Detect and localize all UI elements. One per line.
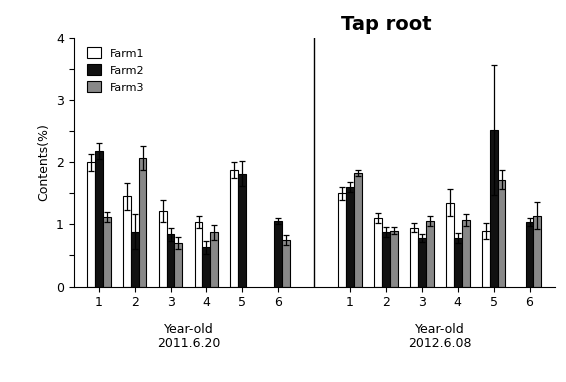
Bar <box>338 193 346 286</box>
Bar <box>418 238 426 286</box>
Bar <box>195 222 203 286</box>
Bar <box>454 238 462 286</box>
Bar <box>95 151 102 286</box>
Text: 2012.6.08: 2012.6.08 <box>408 337 471 350</box>
Bar <box>498 180 505 286</box>
Bar <box>390 231 398 286</box>
Bar <box>346 187 354 286</box>
Bar <box>139 158 147 286</box>
Y-axis label: Contents(%): Contents(%) <box>37 123 50 201</box>
Bar <box>374 218 382 286</box>
Bar <box>102 217 110 286</box>
Bar <box>203 248 211 286</box>
Legend: Farm1, Farm2, Farm3: Farm1, Farm2, Farm3 <box>84 44 148 96</box>
Bar <box>282 240 290 286</box>
Title: Tap root: Tap root <box>341 15 432 34</box>
Text: Year-old: Year-old <box>164 322 213 335</box>
Text: Year-old: Year-old <box>415 322 465 335</box>
Bar <box>211 233 218 286</box>
Bar <box>123 196 131 286</box>
Bar <box>410 228 418 286</box>
Bar <box>275 221 282 286</box>
Bar <box>490 130 498 286</box>
Bar <box>131 232 139 286</box>
Bar <box>534 216 542 286</box>
Bar <box>87 162 95 286</box>
Bar <box>174 243 182 286</box>
Text: 2011.6.20: 2011.6.20 <box>157 337 220 350</box>
Bar <box>238 173 246 286</box>
Bar <box>426 221 434 286</box>
Bar <box>354 173 362 286</box>
Bar <box>158 211 166 286</box>
Bar <box>526 222 534 286</box>
Bar <box>382 232 390 286</box>
Bar <box>230 170 238 286</box>
Bar <box>166 234 174 286</box>
Bar <box>462 220 470 286</box>
Bar <box>446 203 454 286</box>
Bar <box>482 231 490 286</box>
